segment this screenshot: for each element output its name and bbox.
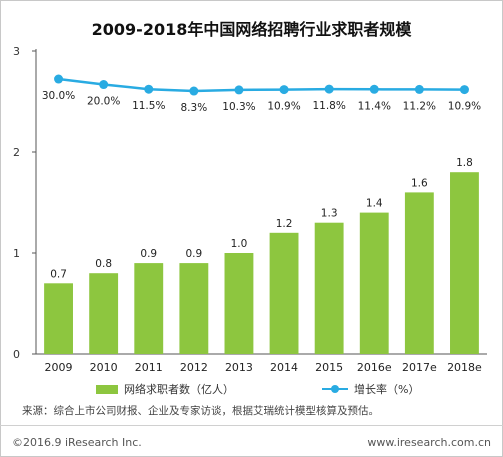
footer-divider — [0, 425, 503, 426]
y-tick-label: 2 — [13, 146, 20, 159]
bar-2011 — [134, 263, 164, 354]
growth-value-label: 10.3% — [222, 101, 255, 113]
x-tick-label: 2011 — [135, 361, 163, 374]
bar-value-label: 1.6 — [411, 177, 428, 189]
growth-value-label: 10.9% — [267, 101, 300, 113]
chart-legend: 网络求职者数（亿人） 增长率（%） — [0, 381, 503, 397]
growth-value-label: 8.3% — [181, 102, 208, 114]
bar-2012 — [179, 263, 209, 354]
bar-2016e — [359, 212, 389, 354]
bar-2010 — [89, 273, 119, 354]
x-tick-label: 2013 — [225, 361, 253, 374]
bar-2013 — [224, 253, 254, 354]
growth-point-2011 — [144, 84, 154, 94]
growth-value-label: 11.4% — [358, 100, 391, 112]
x-tick-label: 2010 — [90, 361, 118, 374]
growth-value-label: 11.8% — [312, 100, 345, 112]
y-tick-label: 1 — [13, 247, 20, 260]
growth-point-2016e — [369, 84, 379, 94]
legend-item-bar: 网络求职者数（亿人） — [96, 381, 234, 397]
x-tick-label: 2018e — [447, 361, 482, 374]
source-note: 来源：综合上市公司财报、企业及专家访谈，根据艾瑞统计模型核算及预估。 — [22, 405, 379, 417]
bar-value-label: 0.8 — [95, 258, 112, 270]
bar-2018e — [450, 172, 479, 354]
bar-value-label: 0.9 — [140, 248, 157, 260]
growth-point-2017e — [414, 84, 424, 94]
bar-value-label: 0.7 — [50, 268, 67, 280]
growth-point-2015 — [324, 84, 334, 94]
bar-2017e — [404, 192, 434, 354]
x-tick-label: 2016e — [357, 361, 392, 374]
growth-value-label: 11.2% — [403, 100, 436, 112]
growth-rate-line — [58, 77, 465, 93]
legend-line-swatch — [322, 383, 348, 395]
x-tick-label: 2017e — [402, 361, 437, 374]
footer-website: www.iresearch.com.cn — [367, 436, 491, 449]
growth-value-label: 11.5% — [132, 100, 165, 112]
y-tick-label: 0 — [13, 348, 20, 361]
growth-point-2010 — [99, 80, 109, 90]
legend-bar-swatch — [96, 384, 118, 394]
x-tick-label: 2014 — [270, 361, 298, 374]
x-tick-label: 2015 — [315, 361, 343, 374]
growth-point-2014 — [279, 85, 289, 95]
bar-2015 — [314, 222, 344, 354]
bar-value-label: 1.0 — [231, 238, 248, 250]
bar-value-label: 1.2 — [276, 218, 293, 230]
growth-value-label: 10.9% — [448, 101, 481, 113]
chart-title: 2009-2018年中国网络招聘行业求职者规模 — [91, 20, 412, 39]
legend-bar-label: 网络求职者数（亿人） — [124, 383, 234, 396]
growth-point-2012 — [189, 86, 199, 96]
bar-value-label: 0.9 — [185, 248, 202, 260]
y-tick-label: 3 — [13, 45, 20, 58]
growth-value-label: 30.0% — [42, 90, 75, 102]
bar-2009 — [44, 283, 73, 354]
footer-copyright: ©2016.9 iResearch Inc. — [12, 436, 142, 449]
bar-value-label: 1.3 — [321, 208, 338, 220]
bar-2014 — [269, 232, 299, 354]
growth-point-2013 — [234, 85, 244, 95]
bar-value-label: 1.4 — [366, 198, 383, 210]
growth-point-2018e — [459, 85, 469, 95]
growth-point-2009 — [54, 74, 64, 84]
growth-value-label: 20.0% — [87, 96, 120, 108]
legend-line-label: 增长率（%） — [354, 383, 420, 396]
x-tick-label: 2012 — [180, 361, 208, 374]
legend-item-line: 增长率（%） — [322, 381, 419, 397]
bar-value-label: 1.8 — [456, 157, 473, 169]
x-tick-label: 2009 — [45, 361, 73, 374]
